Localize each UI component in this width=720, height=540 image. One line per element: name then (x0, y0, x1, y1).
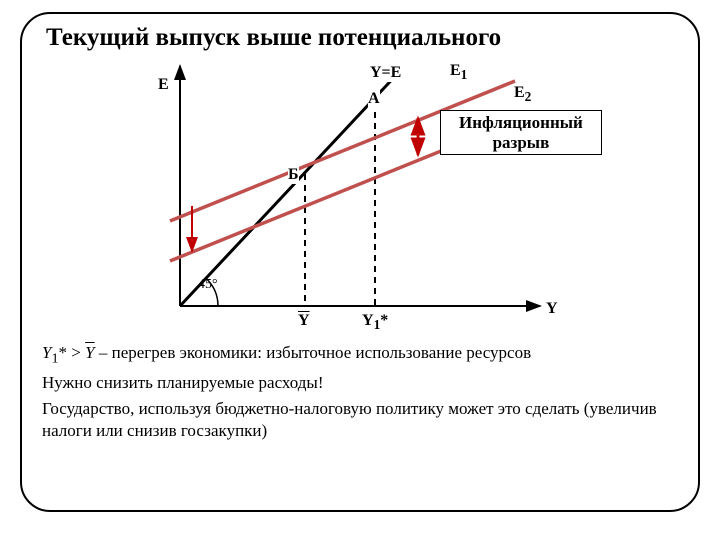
label-Ybar: Y (298, 312, 310, 330)
label-E2: E2 (514, 84, 531, 105)
inflationary-gap-box: Инфляционный разрыв (440, 110, 602, 155)
svg-text:45°: 45° (198, 277, 218, 292)
label-A: А (368, 90, 380, 108)
keynesian-cross-chart: 45° E Y Y=E А Б E1 E2 Y Y1* Инфляционный… (110, 56, 610, 336)
paragraph-2: Нужно снизить планируемые расходы! (42, 372, 678, 394)
label-YE: Y=E (370, 64, 401, 82)
label-E1: E1 (450, 62, 467, 83)
paragraph-3: Государство, используя бюджетно-налогову… (42, 398, 678, 442)
page-title: Текущий выпуск выше потенциального (46, 24, 684, 52)
label-Y1star: Y1* (362, 312, 388, 333)
explanation-text: Y1* > Y – перегрев экономики: избыточное… (36, 342, 684, 442)
label-Y-axis: Y (546, 300, 558, 318)
label-B: Б (288, 166, 299, 184)
label-E-axis: E (158, 76, 169, 94)
paragraph-1: Y1* > Y – перегрев экономики: избыточное… (42, 342, 678, 368)
chart-svg: 45° (110, 56, 610, 336)
